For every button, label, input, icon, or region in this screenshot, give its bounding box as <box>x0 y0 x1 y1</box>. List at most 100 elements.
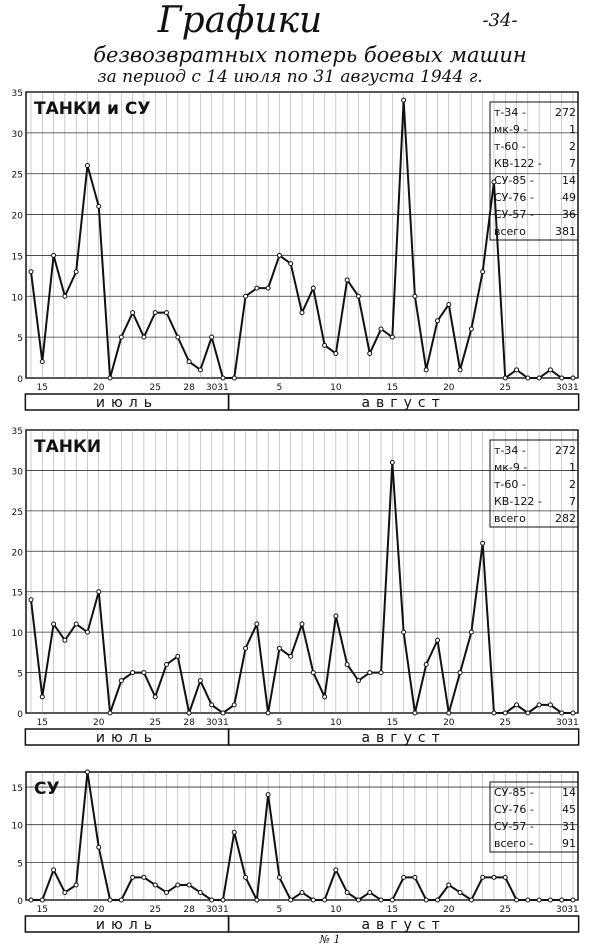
data-point <box>412 293 418 299</box>
data-point <box>73 269 79 275</box>
data-point <box>570 710 576 716</box>
legend-label: мк-9 - <box>494 461 527 474</box>
data-point <box>502 710 508 716</box>
x-tick-label: 31 <box>567 383 578 393</box>
data-point <box>457 367 463 373</box>
legend-box <box>489 101 579 241</box>
y-tick-label: 30 <box>12 467 24 477</box>
legend-value: 49 <box>562 191 576 204</box>
data-point <box>299 621 305 627</box>
legend-value: 2 <box>569 478 576 491</box>
x-tick-label: 15 <box>387 383 398 393</box>
data-point <box>457 670 463 676</box>
y-tick-label: 20 <box>12 548 24 558</box>
legend-value: 2 <box>569 140 576 153</box>
data-point <box>107 710 113 716</box>
data-point <box>412 710 418 716</box>
data-point <box>276 874 282 880</box>
legend-label: т-60 - <box>494 140 526 153</box>
x-tick-label: 15 <box>37 383 48 393</box>
legend-value: 7 <box>569 495 576 508</box>
legend-label: СУ-85 - <box>494 174 534 187</box>
x-tick-label: 28 <box>183 905 195 915</box>
data-point <box>39 694 45 700</box>
x-tick-label: 31 <box>217 383 228 393</box>
data-point <box>514 367 520 373</box>
data-point <box>480 540 486 546</box>
data-point <box>322 694 328 700</box>
x-tick-label: 20 <box>93 383 105 393</box>
x-tick-label: 25 <box>500 905 511 915</box>
data-point <box>28 597 34 603</box>
data-point <box>389 897 395 903</box>
x-tick-label: 31 <box>567 718 578 728</box>
x-tick-label: 5 <box>277 383 283 393</box>
data-point <box>468 897 474 903</box>
x-tick-label: 28 <box>183 383 195 393</box>
data-point <box>468 326 474 332</box>
data-point <box>84 769 90 775</box>
data-point <box>231 375 237 381</box>
month-label: август <box>361 730 445 746</box>
data-point <box>355 293 361 299</box>
data-point <box>502 375 508 381</box>
data-point <box>175 882 181 888</box>
data-point <box>457 889 463 895</box>
legend-label: СУ-57 - <box>494 208 534 221</box>
data-point <box>62 637 68 643</box>
data-point <box>525 710 531 716</box>
data-point <box>164 661 169 667</box>
data-point <box>299 889 305 895</box>
data-point <box>288 261 294 267</box>
month-band <box>227 728 580 746</box>
data-point <box>186 359 192 365</box>
x-tick-label: 30 <box>556 718 568 728</box>
data-point <box>344 661 350 667</box>
data-point <box>423 661 429 667</box>
data-point <box>197 889 203 895</box>
data-point <box>310 670 316 676</box>
data-point <box>491 710 497 716</box>
data-point <box>401 629 407 635</box>
data-point <box>209 334 215 340</box>
data-point <box>378 326 384 332</box>
data-point <box>480 269 486 275</box>
data-point <box>570 897 576 903</box>
legend-label: КВ-122 - <box>494 157 542 170</box>
y-tick-label: 0 <box>17 897 23 907</box>
data-point <box>514 897 520 903</box>
y-tick-label: 25 <box>12 508 23 518</box>
data-point <box>51 621 57 627</box>
data-point <box>28 897 34 903</box>
data-point <box>220 710 226 716</box>
data-point <box>276 645 282 651</box>
y-tick-label: 15 <box>12 784 23 794</box>
data-point <box>152 882 158 888</box>
data-point <box>254 897 260 903</box>
y-tick-label: 15 <box>12 252 23 262</box>
x-tick-label: 10 <box>330 718 342 728</box>
legend-label: КВ-122 - <box>494 495 542 508</box>
data-point <box>423 897 429 903</box>
legend-value: 1 <box>569 123 576 136</box>
data-point <box>367 889 373 895</box>
data-point <box>220 897 226 903</box>
legend-value: 381 <box>555 225 576 238</box>
data-point <box>231 702 237 708</box>
data-point <box>288 897 294 903</box>
y-tick-label: 0 <box>17 710 23 720</box>
month-label: август <box>361 917 445 933</box>
month-band <box>227 915 580 933</box>
data-point <box>536 897 542 903</box>
data-point <box>401 97 407 103</box>
data-point <box>118 897 124 903</box>
data-point <box>73 621 79 627</box>
legend-value: 272 <box>555 444 576 457</box>
data-point <box>73 882 79 888</box>
data-point <box>322 342 328 348</box>
month-label: июль <box>96 395 158 411</box>
data-point <box>197 678 203 684</box>
data-point <box>559 710 565 716</box>
x-tick-label: 25 <box>149 905 160 915</box>
legend-label: всего - <box>494 837 533 850</box>
